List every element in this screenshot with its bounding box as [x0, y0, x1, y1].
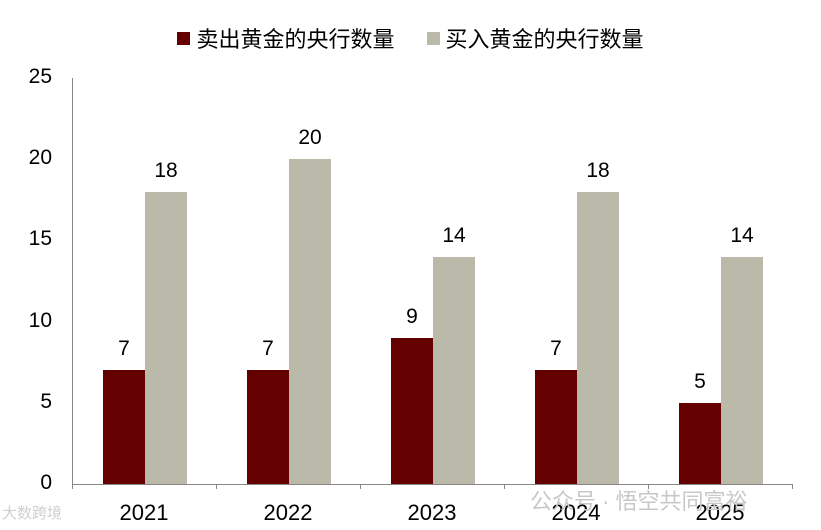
x-tick-label: 2024	[551, 500, 601, 525]
x-tick-label: 2021	[119, 500, 169, 525]
x-tick-label: 2025	[695, 500, 745, 525]
y-tick-label: 15	[28, 227, 52, 251]
chart-legend: 卖出黄金的央行数量 买入黄金的央行数量	[0, 22, 821, 54]
y-tick-label: 25	[28, 65, 52, 88]
x-tick-mark	[504, 484, 505, 489]
y-tick-label: 20	[28, 146, 52, 170]
bar-bought	[577, 191, 619, 484]
data-label: 14	[730, 223, 754, 247]
data-label: 5	[694, 369, 706, 393]
x-tick-mark	[792, 484, 793, 489]
legend-swatch-bought	[426, 31, 440, 45]
bar-bought	[145, 191, 187, 484]
data-label: 7	[118, 337, 130, 361]
data-label: 20	[298, 126, 322, 150]
legend-item-sold: 卖出黄金的央行数量	[177, 22, 395, 54]
y-tick-label: 10	[28, 308, 52, 332]
bar-bought	[289, 159, 331, 484]
data-label: 18	[586, 158, 610, 182]
bar-sold	[535, 370, 577, 484]
bar-bought	[721, 256, 763, 484]
x-tick-mark	[216, 484, 217, 489]
legend-label-sold: 卖出黄金的央行数量	[196, 27, 395, 52]
x-tick-mark	[72, 484, 73, 489]
y-tick-label: 0	[40, 471, 52, 494]
y-axis	[72, 78, 73, 485]
data-label: 7	[262, 337, 274, 361]
bar-sold	[103, 370, 145, 484]
watermark-left: 大数跨境	[2, 505, 63, 522]
bar-sold	[247, 370, 289, 484]
data-label: 14	[442, 223, 466, 247]
y-tick-label: 5	[40, 389, 52, 413]
x-tick-label: 2023	[407, 500, 457, 525]
watermark-right: 公众号 · 悟空共同富裕	[530, 489, 748, 514]
data-label: 9	[406, 304, 418, 328]
x-tick-mark	[360, 484, 361, 489]
x-tick-label: 2022	[263, 500, 313, 525]
data-label: 7	[550, 337, 562, 361]
legend-item-bought: 买入黄金的央行数量	[426, 22, 644, 54]
legend-label-bought: 买入黄金的央行数量	[445, 27, 644, 52]
data-label: 18	[154, 158, 178, 182]
x-axis	[72, 484, 792, 485]
x-tick-mark	[648, 484, 649, 489]
legend-swatch-sold	[177, 31, 191, 45]
bar-bought	[433, 256, 475, 484]
bar-sold	[679, 402, 721, 484]
bar-sold	[391, 337, 433, 484]
